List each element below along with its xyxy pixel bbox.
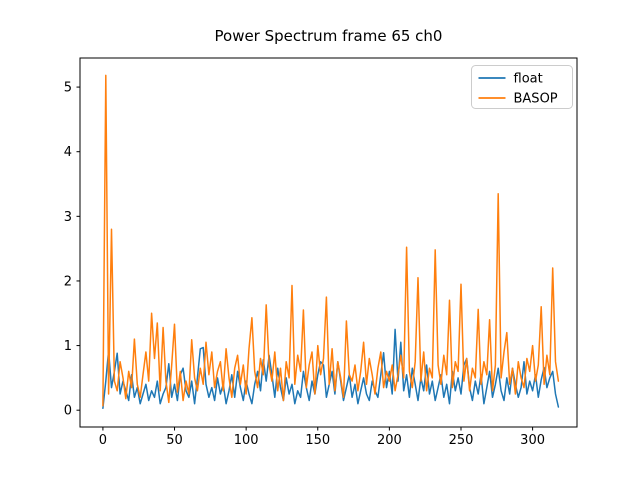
y-tick-label: 5 <box>64 81 72 96</box>
x-tick-label: 0 <box>99 433 107 448</box>
x-tick-label: 250 <box>449 433 474 448</box>
x-tick-label: 50 <box>166 433 183 448</box>
y-tick-label: 0 <box>64 404 72 419</box>
series-line-BASOP <box>102 74 560 407</box>
y-tick-label: 2 <box>64 274 72 289</box>
y-tick-label: 3 <box>64 210 72 225</box>
y-tick-label: 4 <box>64 145 72 160</box>
series-line-float <box>102 328 560 410</box>
x-tick-label: 300 <box>520 433 545 448</box>
legend-label-BASOP: BASOP <box>514 92 558 107</box>
y-tick-label: 1 <box>64 339 72 354</box>
legend: float BASOP <box>471 65 573 109</box>
chart-title: Power Spectrum frame 65 ch0 <box>214 27 443 45</box>
axes-frame <box>79 57 578 428</box>
x-tick-label: 200 <box>377 433 402 448</box>
legend-label-float: float <box>514 72 543 87</box>
x-tick-label: 150 <box>305 433 330 448</box>
x-tick-label: 100 <box>234 433 259 448</box>
